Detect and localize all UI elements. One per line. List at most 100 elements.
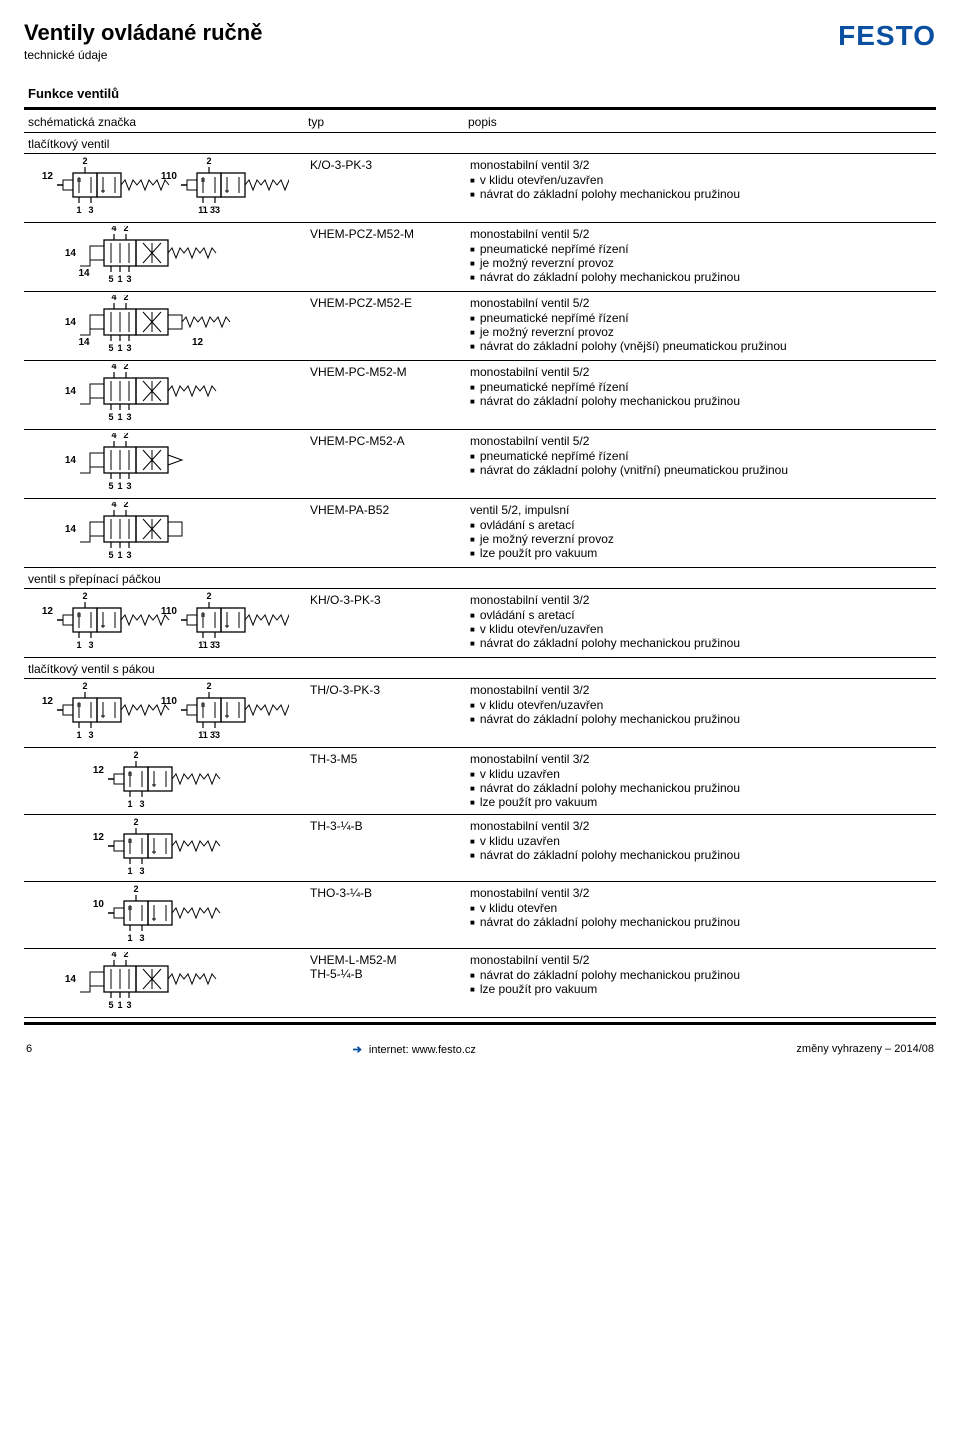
schematic-icon: 1 3 210: [84, 885, 244, 945]
footer-right: změny vyhrazeny – 2014/08: [796, 1043, 934, 1056]
popis-cell: monostabilní ventil 3/2v klidu uzavřenná…: [464, 815, 936, 881]
schematic-icon: 14 5 1 3 4 2: [54, 433, 274, 495]
schema-cell: 1 3 212 1 3 21101133: [24, 679, 304, 747]
svg-text:1: 1: [76, 205, 81, 215]
popis-cell: monostabilní ventil 5/2návrat do základn…: [464, 949, 936, 1017]
col-popis: popis: [464, 112, 936, 132]
schema-cell: 1 3 212 1 3 21101133: [24, 154, 304, 222]
svg-text:1: 1: [127, 866, 132, 876]
schematic-icon: 14 5 1 3 4 2: [54, 364, 274, 426]
popis-title: monostabilní ventil 3/2: [470, 158, 930, 172]
typ-cell: KH/O-3-PK-3: [304, 589, 464, 657]
typ-cell: VHEM-PA-B52: [304, 499, 464, 567]
table-row: 14 5 1 3 4 2VHEM-L-M52-MTH-5-¼-Bmonostab…: [24, 949, 936, 1018]
typ-cell: TH/O-3-PK-3: [304, 679, 464, 747]
page-header: Ventily ovládané ručně technické údaje F…: [24, 20, 936, 62]
svg-text:2: 2: [123, 295, 128, 302]
page-number: 6: [26, 1043, 32, 1056]
svg-text:3: 3: [126, 550, 131, 560]
schematic-icon: 1 3 212: [84, 818, 244, 878]
svg-text:3: 3: [88, 640, 93, 650]
svg-text:5: 5: [108, 274, 113, 284]
svg-text:1: 1: [127, 933, 132, 943]
group-label: tlačítkový ventil: [24, 133, 936, 154]
popis-bullet: je možný reverzní provoz: [470, 256, 930, 270]
svg-text:2: 2: [123, 364, 128, 371]
svg-text:3: 3: [126, 343, 131, 353]
typ-cell: VHEM-PCZ-M52-E: [304, 292, 464, 360]
svg-text:12: 12: [93, 765, 105, 776]
popis-cell: monostabilní ventil 5/2pneumatické nepří…: [464, 361, 936, 429]
schema-cell: 141412 5 1 3 4 2: [24, 292, 304, 360]
svg-text:3: 3: [88, 730, 93, 740]
footer-internet: ➔ internet: www.festo.cz: [353, 1043, 476, 1056]
table-row: 1 3 210THO-3-¼-Bmonostabilní ventil 3/2v…: [24, 882, 936, 949]
popis-bullet: pneumatické nepřímé řízení: [470, 449, 930, 463]
svg-text:3: 3: [126, 481, 131, 491]
typ-cell: VHEM-PCZ-M52-M: [304, 223, 464, 291]
popis-title: monostabilní ventil 5/2: [470, 296, 930, 310]
svg-text:5: 5: [108, 343, 113, 353]
popis-bullet: pneumatické nepřímé řízení: [470, 242, 930, 256]
table-row: 1 3 212TH-3-M5monostabilní ventil 3/2v k…: [24, 748, 936, 815]
popis-title: monostabilní ventil 3/2: [470, 683, 930, 697]
schematic-icon: 1 3 212 1 3 21101133: [39, 682, 289, 744]
svg-text:14: 14: [65, 386, 77, 397]
svg-text:2: 2: [133, 818, 138, 827]
table-row: 14 5 1 3 4 2VHEM-PA-B52ventil 5/2, impul…: [24, 499, 936, 568]
svg-text:3: 3: [126, 412, 131, 422]
svg-text:2: 2: [206, 682, 211, 691]
popis-bullet: v klidu otevřen: [470, 901, 930, 915]
table-row: 1414 5 1 3 4 2VHEM-PCZ-M52-Mmonostabilní…: [24, 223, 936, 292]
rule-thick: [24, 107, 936, 110]
popis-cell: monostabilní ventil 5/2pneumatické nepří…: [464, 223, 936, 291]
svg-text:11: 11: [198, 640, 208, 650]
svg-text:4: 4: [111, 433, 116, 440]
popis-cell: monostabilní ventil 3/2ovládání s aretac…: [464, 589, 936, 657]
svg-text:14: 14: [65, 455, 77, 466]
col-typ: typ: [304, 112, 464, 132]
page-footer: 6 ➔ internet: www.festo.cz změny vyhraze…: [24, 1043, 936, 1056]
table-row: 1 3 212 1 3 21101133KH/O-3-PK-3monostabi…: [24, 589, 936, 658]
popis-title: monostabilní ventil 3/2: [470, 752, 930, 766]
schematic-icon: 1 3 212: [84, 751, 244, 811]
popis-bullet: pneumatické nepřímé řízení: [470, 380, 930, 394]
svg-text:33: 33: [210, 205, 220, 215]
popis-bullet: je možný reverzní provoz: [470, 325, 930, 339]
svg-text:14: 14: [78, 268, 90, 279]
svg-text:33: 33: [210, 730, 220, 740]
popis-bullet: návrat do základní polohy mechanickou pr…: [470, 187, 930, 201]
popis-bullet: návrat do základní polohy mechanickou pr…: [470, 968, 930, 982]
title-block: Ventily ovládané ručně technické údaje: [24, 20, 262, 62]
svg-text:3: 3: [139, 866, 144, 876]
svg-text:3: 3: [88, 205, 93, 215]
schematic-icon: 1 3 212 1 3 21101133: [39, 592, 289, 654]
schema-cell: 14 5 1 3 4 2: [24, 949, 304, 1017]
svg-text:14: 14: [65, 317, 77, 328]
svg-text:5: 5: [108, 550, 113, 560]
svg-text:3: 3: [139, 933, 144, 943]
popis-bullet: pneumatické nepřímé řízení: [470, 311, 930, 325]
table-body: tlačítkový ventil 1 3 212 1 3 21101133K/…: [24, 133, 936, 1018]
svg-text:4: 4: [111, 952, 116, 959]
col-schema: schématická značka: [24, 112, 304, 132]
popis-title: monostabilní ventil 5/2: [470, 227, 930, 241]
popis-bullet: návrat do základní polohy (vnitřní) pneu…: [470, 463, 930, 477]
svg-text:2: 2: [123, 952, 128, 959]
table-row: 1 3 212 1 3 21101133K/O-3-PK-3monostabil…: [24, 154, 936, 223]
svg-text:33: 33: [210, 640, 220, 650]
popis-cell: monostabilní ventil 3/2v klidu otevřen/u…: [464, 679, 936, 747]
svg-text:11: 11: [198, 205, 208, 215]
popis-title: ventil 5/2, impulsní: [470, 503, 930, 517]
svg-text:5: 5: [108, 1000, 113, 1010]
popis-cell: monostabilní ventil 5/2pneumatické nepří…: [464, 430, 936, 498]
svg-text:12: 12: [42, 606, 54, 617]
table-row: 14 5 1 3 4 2VHEM-PC-M52-Mmonostabilní ve…: [24, 361, 936, 430]
popis-bullet: ovládání s aretací: [470, 518, 930, 532]
typ-cell: VHEM-L-M52-MTH-5-¼-B: [304, 949, 464, 1017]
table-header-row: schématická značka typ popis: [24, 112, 936, 133]
schema-cell: 1 3 210: [24, 882, 304, 948]
svg-text:5: 5: [108, 412, 113, 422]
svg-text:2: 2: [133, 751, 138, 760]
popis-bullet: je možný reverzní provoz: [470, 532, 930, 546]
